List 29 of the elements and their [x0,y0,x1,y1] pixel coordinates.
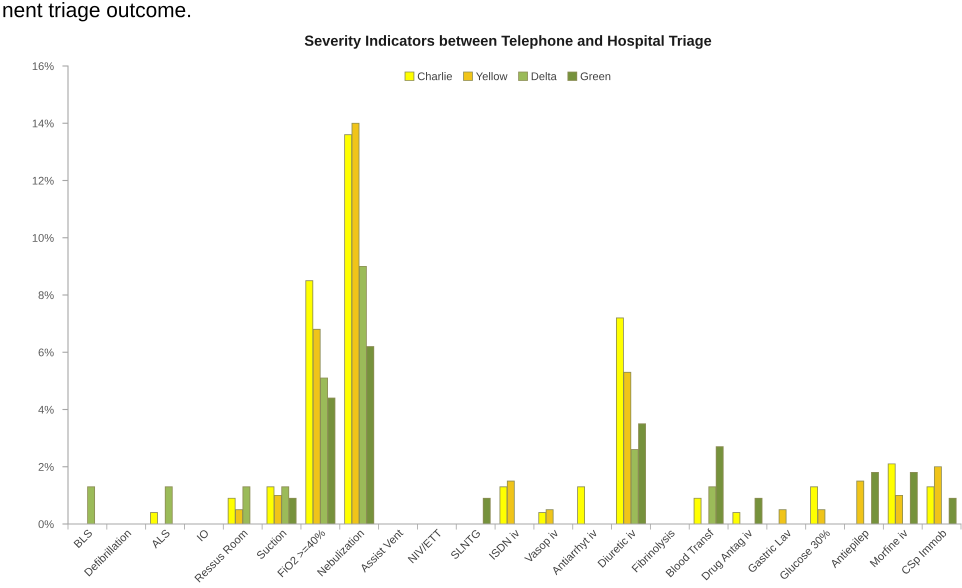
bar [87,486,96,524]
y-tick-label: 12% [32,176,54,185]
x-tick-label: IO [196,528,210,542]
y-tick-label: 10% [32,234,54,242]
legend-label: Green [580,72,610,80]
bar [577,486,586,524]
chart-title: Severity Indicators between Telephone and Hospital Triage [304,35,712,49]
bar [948,498,957,524]
y-tick-label: 0% [38,520,54,528]
y-tick-label: 2% [38,463,54,471]
legend-label: Charlie [418,72,452,80]
bar [871,472,879,524]
legend-label: Delta [532,72,557,80]
bar [732,512,740,524]
y-tick-label: 16% [32,62,54,70]
bar [482,498,491,524]
y-tick-label: 8% [38,291,54,300]
bar [778,509,787,524]
bar [694,498,702,524]
y-tick-label: 4% [38,406,54,414]
y-tick-label: 6% [38,348,54,356]
bar [164,486,173,524]
bar [856,480,864,524]
text: nent triage outcome. [3,2,190,22]
y-tick-label: 14% [32,120,54,128]
bar [910,472,918,524]
legend-label: Yellow [476,72,508,80]
bar [150,512,158,524]
bar [754,498,762,524]
